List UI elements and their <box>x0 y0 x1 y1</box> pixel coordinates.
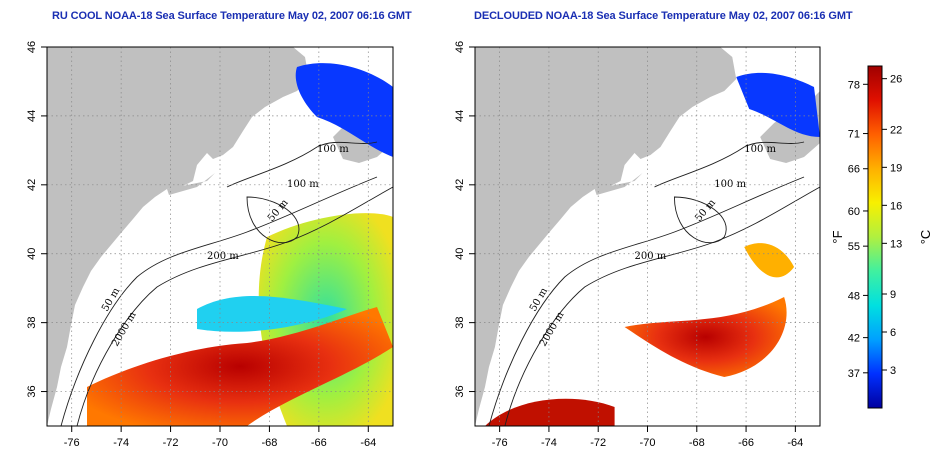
x-tick-label: -76 <box>492 437 508 449</box>
x-tick-label: -64 <box>360 437 376 449</box>
x-tick-label: -66 <box>738 437 754 449</box>
depth-contour <box>673 196 727 243</box>
depth-contour <box>504 186 820 426</box>
x-tick-label: -74 <box>541 437 557 449</box>
contour-label: 100 m <box>714 179 746 190</box>
left-map-title: RU COOL NOAA-18 Sea Surface Temperature … <box>52 10 412 22</box>
cold-water <box>295 63 393 157</box>
long-island <box>167 173 215 195</box>
contour-label: 200 m <box>207 251 239 262</box>
x-tick-label: -72 <box>590 437 606 449</box>
y-tick-label: 38 <box>454 317 466 329</box>
colorbar: 26 22 19 16 13 9 6 3 78 71 66 60 55 48 42 37 °F °C <box>830 65 933 409</box>
y-tick-label: 42 <box>454 179 466 191</box>
f-tick-label: 71 <box>848 129 860 141</box>
f-tick-label: 48 <box>848 290 860 302</box>
y-tick-label: 38 <box>26 317 38 329</box>
x-tick-label: -70 <box>212 437 228 449</box>
y-tick-label: 46 <box>26 41 38 53</box>
f-tick-label: 78 <box>848 79 860 91</box>
land <box>47 47 309 426</box>
c-tick-label: 6 <box>890 327 896 339</box>
x-tick-label: -66 <box>311 437 327 449</box>
depth-contour <box>76 186 393 426</box>
contour-label: 200 m <box>635 251 667 262</box>
gulf-stream <box>484 398 615 426</box>
c-tick-label: 9 <box>890 289 896 301</box>
right-map-title: DECLOUDED NOAA-18 Sea Surface Temperatur… <box>474 10 853 22</box>
x-tick-label: -72 <box>163 437 179 449</box>
c-tick-label: 13 <box>890 238 902 250</box>
c-tick-label: 22 <box>890 124 902 136</box>
c-tick-label: 19 <box>890 162 902 174</box>
depth-contour <box>226 141 378 188</box>
y-tick-label: 36 <box>454 385 466 397</box>
y-tick-label: 42 <box>26 179 38 191</box>
c-tick-label: 3 <box>890 365 896 377</box>
depth-contour <box>654 141 805 188</box>
f-tick-label: 37 <box>848 368 860 380</box>
contour-label: 100 m <box>744 144 776 155</box>
celsius-label: °C <box>918 230 933 245</box>
gulf-stream <box>87 307 393 426</box>
f-tick-label: 42 <box>848 333 860 345</box>
x-tick-label: -74 <box>113 437 129 449</box>
c-tick-label: 16 <box>890 200 902 212</box>
land <box>475 47 737 426</box>
y-tick-label: 44 <box>454 110 466 122</box>
x-tick-label: -70 <box>640 437 656 449</box>
x-tick-label: -64 <box>787 437 803 449</box>
colorbar-ramp <box>867 65 883 409</box>
x-tick-label: -68 <box>261 437 277 449</box>
cool-front <box>197 295 347 332</box>
y-tick-label: 36 <box>26 385 38 397</box>
fahrenheit-label: °F <box>830 230 845 243</box>
f-tick-label: 60 <box>848 206 860 218</box>
x-tick-label: -76 <box>64 437 80 449</box>
warm-eddy <box>744 243 795 278</box>
long-island <box>594 173 643 195</box>
y-tick-label: 40 <box>454 248 466 260</box>
y-tick-label: 40 <box>26 248 38 260</box>
x-tick-label: -68 <box>689 437 705 449</box>
cold-water <box>736 72 820 137</box>
depth-contour <box>246 196 300 243</box>
contour-label: 100 m <box>317 144 349 155</box>
y-tick-label: 44 <box>26 110 38 122</box>
f-tick-label: 66 <box>848 164 860 176</box>
y-tick-label: 46 <box>454 41 466 53</box>
f-tick-label: 55 <box>848 241 860 253</box>
c-tick-label: 26 <box>890 74 902 86</box>
contour-label: 100 m <box>287 179 319 190</box>
